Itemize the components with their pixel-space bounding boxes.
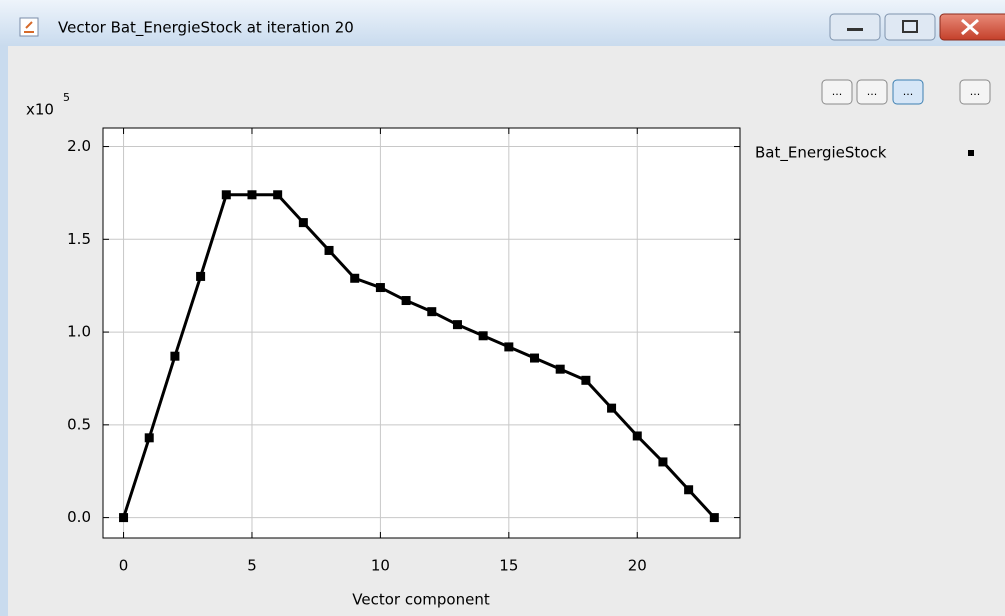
app-icon — [19, 17, 39, 37]
toolbar-button[interactable] — [892, 79, 924, 105]
data-point — [478, 331, 488, 341]
data-point — [221, 190, 231, 200]
app-icon-glyph — [24, 21, 34, 33]
data-point — [324, 245, 334, 255]
plot-area — [103, 128, 740, 538]
data-point — [273, 190, 283, 200]
data-point — [427, 307, 437, 317]
data-point — [632, 431, 642, 441]
toolbar-button[interactable] — [821, 79, 853, 105]
data-point — [555, 364, 565, 374]
data-point — [119, 513, 129, 523]
x-tick-label: 5 — [247, 557, 257, 575]
data-point — [504, 342, 514, 352]
data-point — [581, 375, 591, 385]
series-line — [122, 193, 716, 519]
maximize-button[interactable] — [884, 13, 936, 41]
data-point — [530, 353, 540, 363]
data-point — [607, 403, 617, 413]
toolbar-button-label: ... — [903, 85, 914, 98]
plot-border — [102, 127, 741, 539]
data-point — [452, 320, 462, 330]
data-point — [350, 273, 360, 283]
y-tick-label: 0.0 — [67, 508, 91, 526]
minimize-button[interactable] — [829, 13, 881, 41]
toolbar-button-label: ... — [867, 85, 878, 98]
toolbar-button-label: ... — [832, 85, 843, 98]
data-point — [709, 513, 719, 523]
data-point — [196, 271, 206, 281]
data-point — [298, 218, 308, 228]
legend-label: Bat_EnergieStock — [755, 144, 887, 163]
toolbar-button-label: ... — [970, 85, 981, 98]
close-icon — [961, 18, 979, 36]
toolbar: ............ — [821, 79, 991, 105]
data-point — [684, 485, 694, 495]
y-multiplier: x10 — [26, 101, 54, 119]
x-tick-label: 20 — [628, 557, 647, 575]
y-tick-label: 0.5 — [67, 415, 91, 433]
y-tick-label: 1.0 — [67, 323, 91, 341]
y-multiplier-exponent: 5 — [63, 91, 70, 104]
legend-marker — [968, 150, 974, 156]
y-tick-label: 1.5 — [67, 230, 91, 248]
x-tick-label: 0 — [119, 557, 129, 575]
data-point — [375, 283, 385, 293]
toolbar-button[interactable] — [959, 79, 991, 105]
data-point — [170, 351, 180, 361]
x-tick-label: 15 — [499, 557, 518, 575]
data-point — [247, 190, 257, 200]
data-point — [144, 433, 154, 443]
window-border — [0, 46, 8, 616]
minimize-icon — [847, 28, 863, 31]
data-point — [658, 457, 668, 467]
maximize-icon — [902, 20, 918, 33]
data-point — [401, 296, 411, 306]
close-button[interactable] — [939, 13, 1005, 41]
x-tick-label: 10 — [371, 557, 390, 575]
x-axis-label: Vector component — [352, 591, 490, 609]
window-title: Vector Bat_EnergieStock at iteration 20 — [58, 19, 354, 38]
y-tick-label: 2.0 — [67, 137, 91, 155]
toolbar-button[interactable] — [856, 79, 888, 105]
